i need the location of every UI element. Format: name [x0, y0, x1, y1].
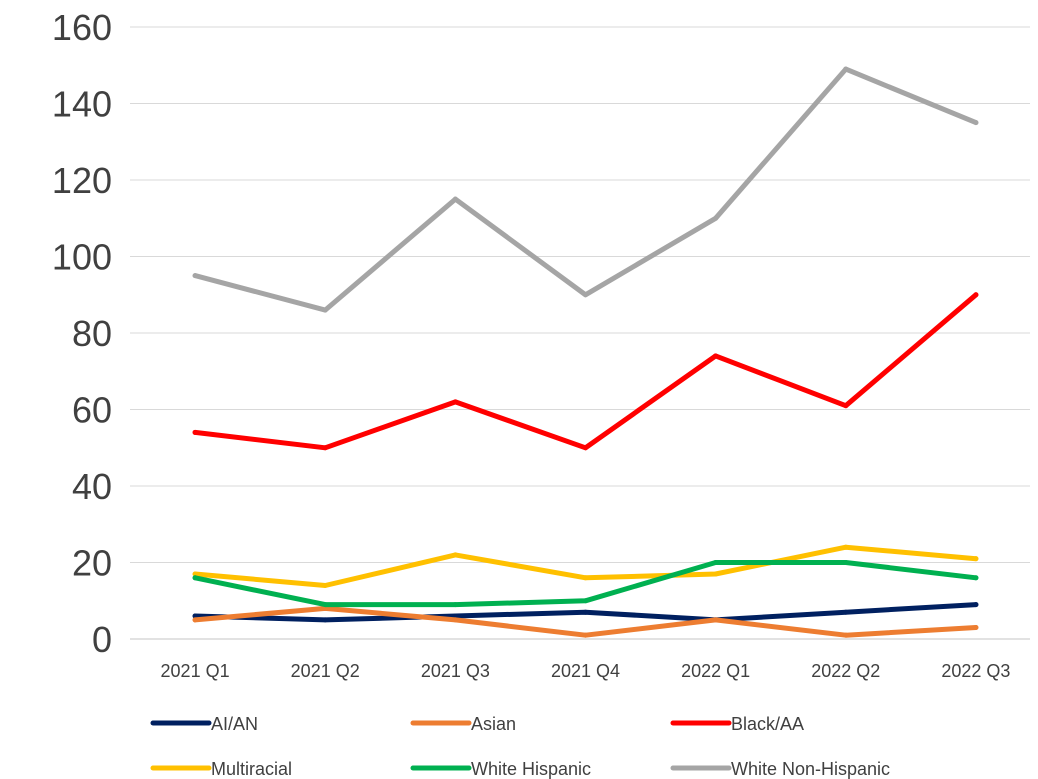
data-point — [192, 617, 198, 623]
data-point — [843, 66, 849, 72]
legend-item: White Non-Hispanic — [670, 759, 890, 779]
data-point — [192, 429, 198, 435]
data-point — [322, 445, 328, 451]
x-tick-label: 2021 Q1 — [161, 661, 230, 681]
legend-item: Black/AA — [670, 714, 804, 734]
data-point — [583, 292, 588, 298]
data-point — [843, 609, 849, 615]
data-point — [713, 353, 719, 359]
y-tick-label: 160 — [52, 7, 112, 48]
y-tick-label: 120 — [52, 160, 112, 201]
y-tick-label: 20 — [72, 543, 112, 584]
data-point — [973, 556, 979, 562]
data-point — [452, 617, 458, 623]
legend-item: Asian — [410, 714, 516, 734]
data-point — [322, 605, 328, 611]
data-point — [713, 571, 719, 577]
data-point — [973, 292, 979, 298]
data-point — [973, 625, 979, 631]
data-point — [322, 582, 328, 588]
data-point — [192, 575, 198, 581]
x-axis-ticks: 2021 Q1 2021 Q2 2021 Q3 2021 Q4 2022 Q1 2022 … — [161, 661, 1011, 681]
series-line-black-aa — [192, 292, 979, 451]
data-point — [583, 575, 588, 581]
legend: AI/AN Asian Black/AA Multiracial White Hispa… — [150, 714, 890, 779]
y-tick-label: 0 — [92, 619, 112, 660]
data-point — [452, 602, 458, 608]
x-tick-label: 2021 Q2 — [291, 661, 360, 681]
data-point — [452, 196, 458, 202]
data-point — [713, 560, 719, 565]
data-point — [583, 598, 588, 604]
data-point — [192, 571, 198, 577]
legend-label: Multiracial — [211, 759, 292, 779]
legend-label: White Hispanic — [471, 759, 591, 779]
data-point — [713, 617, 719, 623]
data-point — [973, 602, 979, 608]
data-point — [713, 215, 719, 221]
y-tick-label: 40 — [72, 466, 112, 507]
data-point — [973, 575, 979, 581]
data-point — [843, 544, 849, 550]
x-tick-label: 2021 Q4 — [551, 661, 620, 681]
legend-item: White Hispanic — [410, 759, 591, 779]
data-point — [192, 273, 198, 279]
legend-label: Asian — [471, 714, 516, 734]
data-point — [583, 609, 588, 615]
data-point — [843, 403, 849, 409]
y-tick-label: 100 — [52, 237, 112, 278]
data-point — [322, 617, 328, 623]
data-point — [843, 632, 849, 638]
y-axis-ticks: 0 20 40 60 80 100 120 140 160 — [52, 7, 112, 660]
series-line-white-non-hispanic — [192, 66, 979, 313]
legend-item: AI/AN — [150, 714, 258, 734]
y-tick-label: 80 — [72, 313, 112, 354]
data-point — [322, 307, 328, 313]
x-tick-label: 2021 Q3 — [421, 661, 490, 681]
legend-label: White Non-Hispanic — [731, 759, 890, 779]
series-lines — [192, 66, 979, 638]
data-point — [452, 552, 458, 558]
data-point — [583, 445, 588, 451]
legend-label: Black/AA — [731, 714, 804, 734]
gridlines — [130, 26, 1030, 640]
data-point — [452, 399, 458, 405]
data-point — [973, 120, 979, 126]
x-tick-label: 2022 Q2 — [811, 661, 880, 681]
legend-item: Multiracial — [150, 759, 292, 779]
x-tick-label: 2022 Q1 — [681, 661, 750, 681]
data-point — [322, 602, 328, 608]
y-tick-label: 140 — [52, 84, 112, 125]
data-point — [583, 632, 588, 638]
y-tick-label: 60 — [72, 390, 112, 431]
data-point — [843, 560, 849, 565]
legend-label: AI/AN — [211, 714, 258, 734]
x-tick-label: 2022 Q3 — [941, 661, 1010, 681]
